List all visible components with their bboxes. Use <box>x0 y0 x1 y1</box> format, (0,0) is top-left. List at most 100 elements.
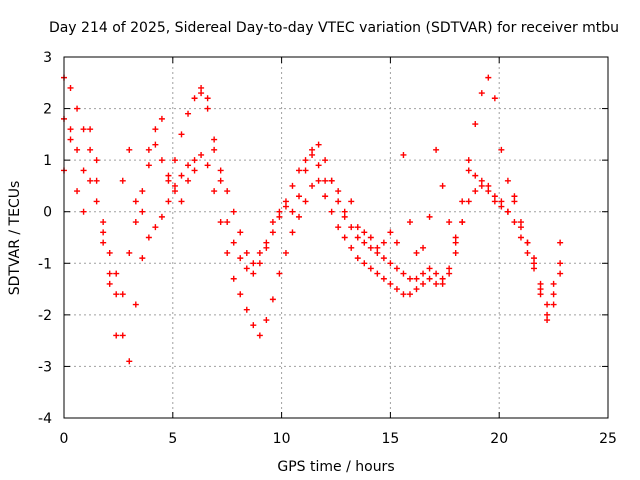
data-point <box>171 157 178 164</box>
data-point <box>145 234 152 241</box>
data-point <box>289 229 296 236</box>
data-point <box>322 193 329 200</box>
data-point <box>282 198 289 205</box>
data-point <box>211 146 218 153</box>
data-point <box>491 193 498 200</box>
data-point <box>211 136 218 143</box>
data-point <box>185 110 192 117</box>
data-point <box>80 167 87 174</box>
data-point <box>152 126 159 133</box>
data-point <box>158 213 165 220</box>
data-point <box>165 198 172 205</box>
data-point <box>263 317 270 324</box>
data-point <box>498 146 505 153</box>
data-point <box>400 270 407 277</box>
data-point <box>348 244 355 251</box>
data-point <box>550 301 557 308</box>
data-point <box>256 332 263 339</box>
data-point <box>250 270 257 277</box>
y-tick-label: 3 <box>43 50 52 66</box>
data-point <box>106 270 113 277</box>
data-point <box>531 260 538 267</box>
data-point <box>217 177 224 184</box>
data-point <box>204 162 211 169</box>
data-point <box>87 146 94 153</box>
data-point <box>374 244 381 251</box>
data-point <box>113 291 120 298</box>
data-point <box>348 224 355 231</box>
x-axis: 0 5 10 15 20 25 <box>60 57 617 447</box>
data-point <box>139 208 146 215</box>
data-point <box>537 280 544 287</box>
series-1 <box>61 74 564 339</box>
data-point <box>374 270 381 277</box>
data-point <box>132 219 139 226</box>
data-point <box>185 177 192 184</box>
x-tick-label: 10 <box>273 431 291 447</box>
x-tick-label: 0 <box>60 431 69 447</box>
data-point <box>491 95 498 102</box>
data-point <box>348 198 355 205</box>
data-point <box>217 219 224 226</box>
data-point <box>400 151 407 158</box>
data-point <box>335 198 342 205</box>
data-point <box>341 208 348 215</box>
data-point <box>87 126 94 133</box>
data-point <box>309 151 316 158</box>
data-point <box>256 260 263 267</box>
data-point <box>93 177 100 184</box>
data-point <box>544 311 551 318</box>
data-point <box>250 322 257 329</box>
data-point <box>171 182 178 189</box>
data-point <box>341 213 348 220</box>
data-point <box>224 219 231 226</box>
data-point <box>433 270 440 277</box>
data-point <box>269 296 276 303</box>
data-point <box>171 188 178 195</box>
data-point <box>354 255 361 262</box>
data-point <box>256 249 263 256</box>
data-point <box>511 193 518 200</box>
data-point <box>250 260 257 267</box>
data-point <box>145 162 152 169</box>
data-point <box>439 275 446 282</box>
data-point <box>465 167 472 174</box>
data-point <box>557 270 564 277</box>
data-point <box>504 177 511 184</box>
data-point <box>230 208 237 215</box>
data-point <box>491 198 498 205</box>
data-point <box>511 219 518 226</box>
data-point <box>387 280 394 287</box>
data-point <box>217 167 224 174</box>
data-point <box>302 198 309 205</box>
data-point <box>406 219 413 226</box>
data-point <box>158 157 165 164</box>
data-point <box>126 358 133 365</box>
data-point <box>100 219 107 226</box>
data-point <box>485 182 492 189</box>
data-point <box>191 167 198 174</box>
data-point <box>335 188 342 195</box>
data-point <box>132 198 139 205</box>
data-point <box>459 219 466 226</box>
data-point <box>106 280 113 287</box>
chart-title: Day 214 of 2025, Sidereal Day-to-day VTE… <box>49 20 619 36</box>
data-point <box>517 224 524 231</box>
data-point <box>361 239 368 246</box>
data-point <box>452 249 459 256</box>
data-point <box>276 213 283 220</box>
data-point <box>230 275 237 282</box>
data-point <box>433 146 440 153</box>
data-point <box>67 126 74 133</box>
data-point <box>517 219 524 226</box>
data-point <box>106 249 113 256</box>
data-point <box>237 255 244 262</box>
data-point <box>446 270 453 277</box>
data-point <box>315 177 322 184</box>
x-tick-label: 15 <box>381 431 399 447</box>
data-point <box>145 146 152 153</box>
plot-border <box>63 56 609 419</box>
data-point <box>472 121 479 128</box>
data-point <box>93 198 100 205</box>
data-point <box>126 249 133 256</box>
